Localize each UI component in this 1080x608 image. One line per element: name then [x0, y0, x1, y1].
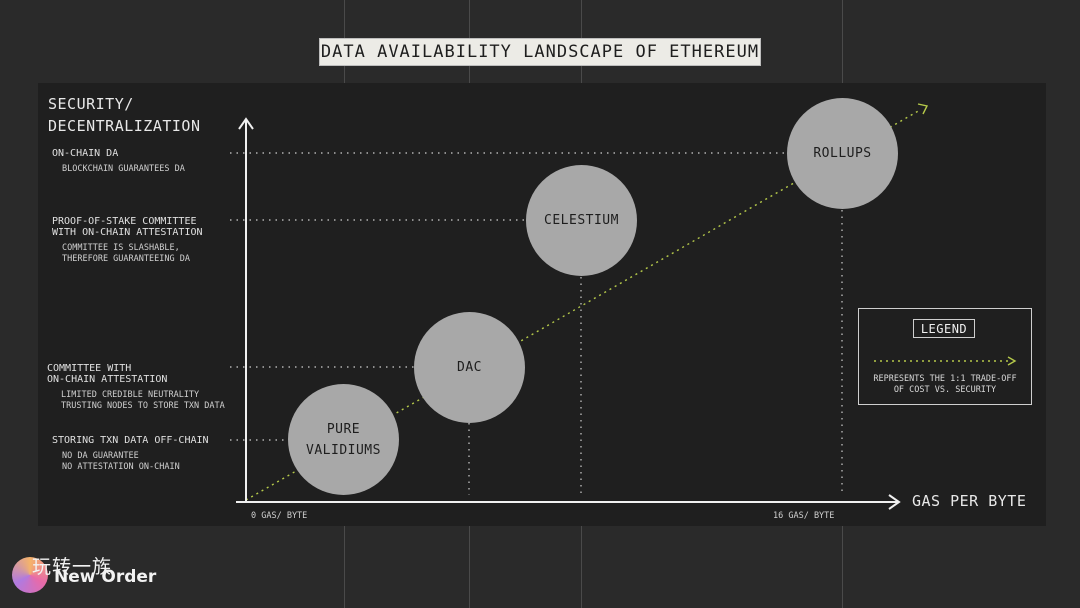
node-label: ROLLUPS: [813, 146, 872, 161]
legend-description-line: REPRESENTS THE 1:1 TRADE-OFF: [873, 374, 1017, 384]
y-axis-label: SECURITY/ DECENTRALIZATION: [48, 93, 201, 137]
x-axis-arrowhead: [888, 494, 901, 510]
legend-tradeoff-arrowhead: [1007, 356, 1017, 366]
y-axis-label-line: DECENTRALIZATION: [48, 117, 201, 135]
legend-description: REPRESENTS THE 1:1 TRADE-OFF OF COST VS.…: [860, 374, 1030, 396]
legend-box: [858, 308, 1032, 405]
y-axis-arrowhead: [238, 117, 254, 130]
level-title: WITH ON-CHAIN ATTESTATION: [52, 227, 203, 238]
level-title: COMMITTEE WITH: [47, 363, 132, 374]
level-description: COMMITTEE IS SLASHABLE,: [62, 243, 180, 253]
node-label: VALIDIUMS: [306, 442, 381, 458]
tradeoff-arrowhead: [917, 103, 929, 115]
level-description: TRUSTING NODES TO STORE TXN DATA: [61, 401, 225, 411]
level-title: ON-CHAIN ATTESTATION: [47, 374, 168, 385]
watermark-logo-icon: [12, 557, 48, 593]
node-label: CELESTIUM: [544, 213, 619, 228]
watermark-text-cn: 玩转一族: [32, 556, 113, 578]
node-rollups: ROLLUPS: [787, 98, 898, 209]
level-title: ON-CHAIN DA: [52, 148, 119, 159]
node-dac: DAC: [414, 312, 525, 423]
level-description: NO DA GUARANTEE: [62, 451, 139, 461]
diagram-title: DATA AVAILABILITY LANDSCAPE OF ETHEREUM: [319, 38, 761, 66]
x-tick-start: 0 GAS/ BYTE: [251, 511, 308, 521]
level-description: THEREFORE GUARANTEEING DA: [62, 254, 190, 264]
level-committee-attestation: COMMITTEE WITH ON-CHAIN ATTESTATION LIMI…: [47, 363, 225, 412]
level-offchain: STORING TXN DATA OFF-CHAIN NO DA GUARANT…: [52, 435, 209, 473]
node-celestium: CELESTIUM: [526, 165, 637, 276]
node-label: PURE: [326, 421, 361, 437]
legend-description-line: OF COST VS. SECURITY: [893, 385, 997, 395]
node-pure-validiums: PURE VALIDIUMS: [288, 384, 399, 495]
level-description: LIMITED CREDIBLE NEUTRALITY: [61, 390, 200, 400]
level-title: STORING TXN DATA OFF-CHAIN: [52, 435, 209, 446]
legend-title: LEGEND: [913, 319, 975, 338]
level-title: PROOF-OF-STAKE COMMITTEE: [52, 216, 197, 227]
x-tick-end: 16 GAS/ BYTE: [773, 511, 835, 521]
level-description: BLOCKCHAIN GUARANTEES DA: [62, 164, 185, 174]
node-label: DAC: [457, 360, 482, 375]
level-pos-committee: PROOF-OF-STAKE COMMITTEE WITH ON-CHAIN A…: [52, 216, 203, 265]
level-description: NO ATTESTATION ON-CHAIN: [62, 462, 180, 472]
y-axis-label-line: SECURITY/: [48, 95, 134, 113]
watermark-text-en: New Order: [54, 567, 157, 587]
level-onchain-da: ON-CHAIN DA BLOCKCHAIN GUARANTEES DA: [52, 148, 185, 175]
x-axis-label: GAS PER BYTE: [912, 492, 1027, 510]
